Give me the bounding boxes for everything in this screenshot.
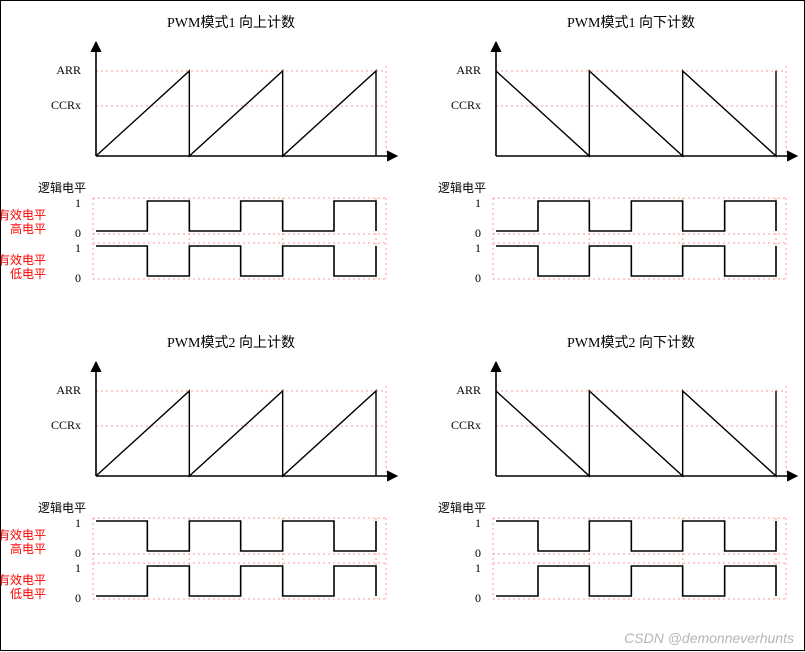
label-1: 1 (475, 561, 481, 575)
label-0: 0 (475, 546, 481, 560)
sawtooth (96, 391, 376, 476)
wave-a (96, 201, 376, 231)
label-1: 1 (475, 516, 481, 530)
label-1: 1 (75, 561, 81, 575)
wave-b (496, 566, 776, 596)
label-1: 1 (475, 196, 481, 210)
label-active-low: 有效电平 (1, 252, 46, 267)
panel: PWM模式2 向下计数ARRCCRx逻辑电平1010 (438, 335, 796, 605)
panel-title: PWM模式2 向下计数 (567, 335, 695, 351)
label-ccrx: CCRx (451, 418, 481, 432)
wave-b (496, 246, 776, 276)
label-0: 0 (75, 546, 81, 560)
label-logic-level: 逻辑电平 (438, 501, 486, 515)
label-active-high: 高电平 (10, 541, 46, 556)
label-arr: ARR (456, 383, 481, 397)
watermark: CSDN @demonneverhunts (624, 630, 794, 646)
label-0: 0 (75, 591, 81, 605)
label-0: 0 (475, 271, 481, 285)
wave-a (96, 521, 376, 551)
label-0: 0 (475, 591, 481, 605)
label-logic-level: 逻辑电平 (438, 181, 486, 195)
sawtooth (496, 391, 776, 476)
label-0: 0 (475, 226, 481, 240)
label-ccrx: CCRx (51, 98, 81, 112)
sawtooth (96, 71, 376, 156)
panel: PWM模式1 向下计数ARRCCRx逻辑电平1010 (438, 15, 796, 285)
wave-a (496, 201, 776, 231)
label-active-low: 有效电平 (1, 572, 46, 587)
label-ccrx: CCRx (451, 98, 481, 112)
panel-title: PWM模式1 向下计数 (567, 15, 695, 31)
label-0: 0 (75, 226, 81, 240)
label-active-low: 低电平 (10, 267, 46, 281)
label-active-high: 有效电平 (1, 527, 46, 542)
label-logic-level: 逻辑电平 (38, 501, 86, 515)
label-arr: ARR (456, 63, 481, 77)
panel: PWM模式1 向上计数ARRCCRx逻辑电平1010有效电平高电平有效电平低电平 (1, 15, 396, 285)
diagram-svg: PWM模式1 向上计数ARRCCRx逻辑电平1010有效电平高电平有效电平低电平… (1, 1, 805, 652)
label-active-high: 有效电平 (1, 207, 46, 222)
label-active-low: 低电平 (10, 587, 46, 601)
sawtooth (496, 71, 776, 156)
wave-b (96, 566, 376, 596)
panel: PWM模式2 向上计数ARRCCRx逻辑电平1010有效电平高电平有效电平低电平 (1, 335, 396, 605)
panel-title: PWM模式1 向上计数 (167, 15, 295, 31)
wave-b (96, 246, 376, 276)
wave-a (496, 521, 776, 551)
label-active-high: 高电平 (10, 221, 46, 236)
panel-title: PWM模式2 向上计数 (167, 335, 295, 351)
figure-root: PWM模式1 向上计数ARRCCRx逻辑电平1010有效电平高电平有效电平低电平… (0, 0, 805, 651)
label-arr: ARR (56, 63, 81, 77)
label-logic-level: 逻辑电平 (38, 181, 86, 195)
label-1: 1 (75, 241, 81, 255)
label-1: 1 (475, 241, 481, 255)
label-1: 1 (75, 196, 81, 210)
label-ccrx: CCRx (51, 418, 81, 432)
label-0: 0 (75, 271, 81, 285)
label-1: 1 (75, 516, 81, 530)
label-arr: ARR (56, 383, 81, 397)
